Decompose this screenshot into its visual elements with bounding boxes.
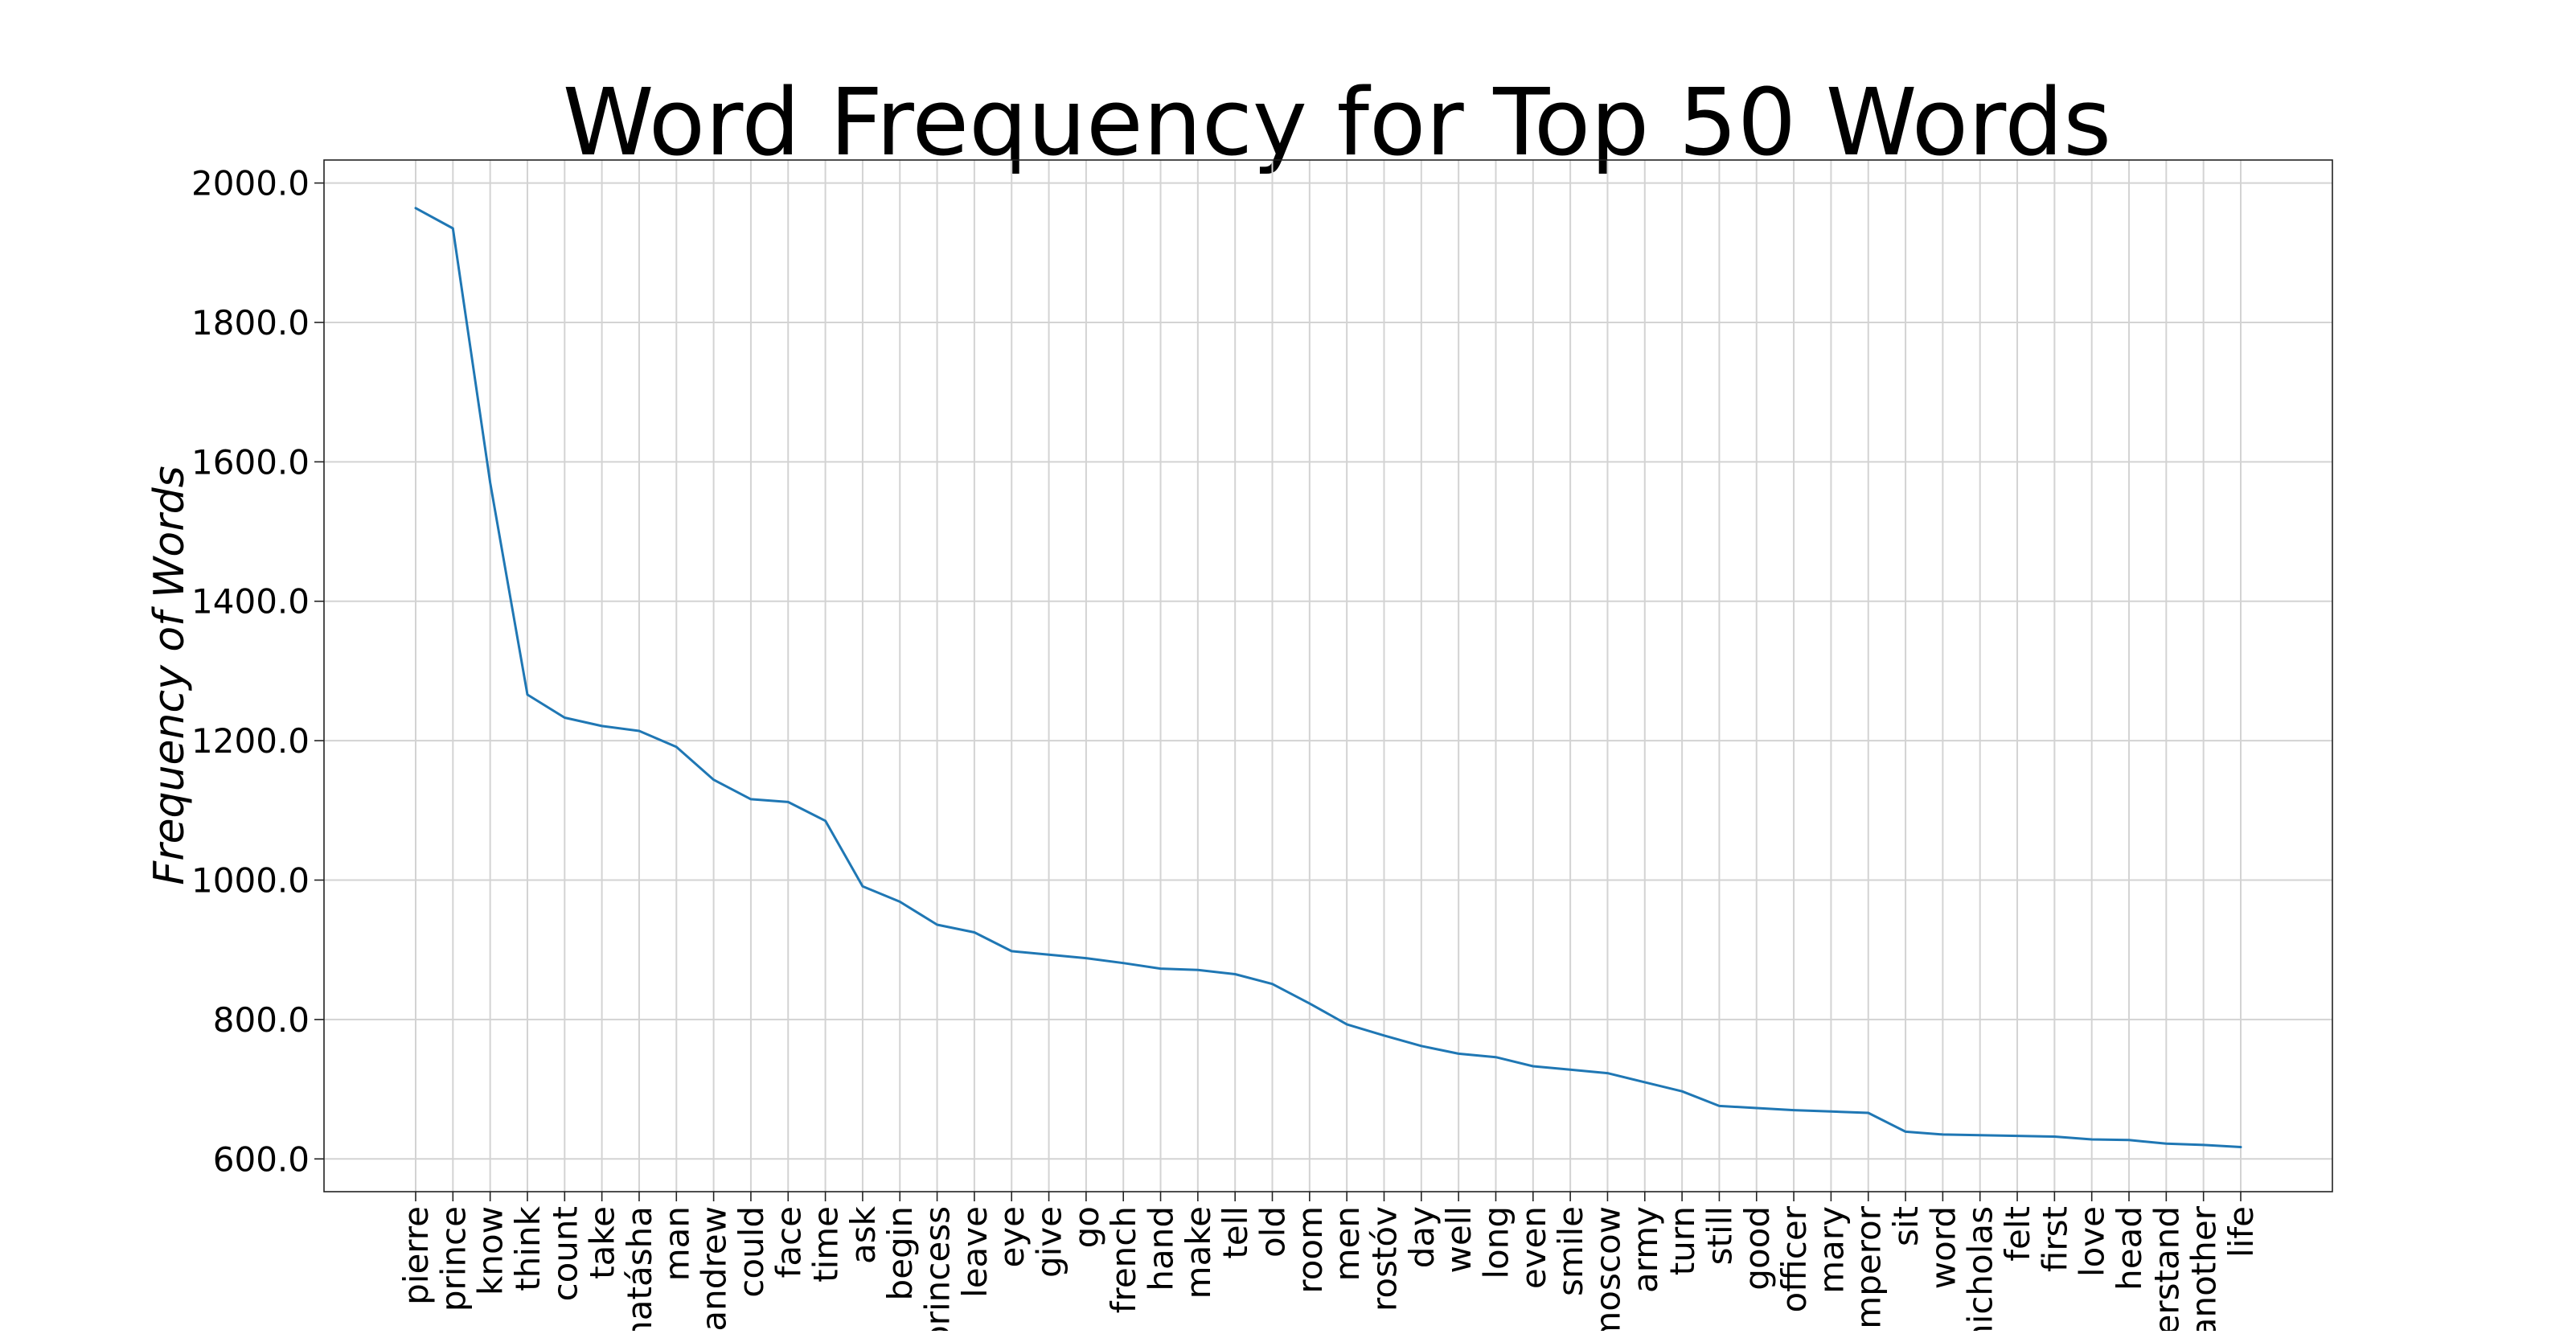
x-tick-label: count [545,1206,585,1302]
y-axis-label: Frequency of Words [146,466,194,885]
y-tick-label: 2000.0 [191,164,310,203]
x-tick-label: ask [843,1205,883,1264]
x-tick-label: leave [955,1206,995,1298]
y-tick-label: 800.0 [213,1000,310,1040]
x-tick-label: princess [918,1206,958,1331]
x-tick-label: room [1290,1206,1330,1294]
x-tick-label: eye [992,1206,1032,1268]
x-tick-label: old [1253,1206,1293,1258]
x-tick-label: natásha [620,1206,659,1331]
y-tick-label: 600.0 [213,1139,310,1179]
x-tick-label: moscow [1588,1206,1627,1331]
plot-area-frame [323,159,2333,1192]
x-tick-label: sit [1886,1206,1926,1246]
x-tick-label: hand [1142,1206,1181,1291]
x-tick-label: know [471,1206,511,1295]
x-tick-label: day [1402,1206,1442,1268]
x-tick-label: pierre [396,1206,436,1305]
x-tick-label: time [806,1206,846,1283]
x-tick-label: officer [1774,1205,1814,1312]
x-tick-label: nicholas [1961,1206,2000,1331]
x-tick-label: understand [2147,1206,2186,1331]
x-tick-label: face [769,1206,808,1278]
x-tick-label: love [2073,1206,2112,1277]
y-tick-label: 1000.0 [191,860,310,900]
x-tick-label: take [583,1206,622,1279]
x-tick-label: felt [1998,1206,2037,1262]
x-tick-label: long [1476,1206,1516,1279]
x-tick-label: mary [1811,1206,1851,1294]
x-tick-label: word [1923,1206,1963,1289]
x-tick-label: could [732,1206,771,1298]
x-tick-label: think [508,1205,548,1291]
x-tick-label: even [1514,1206,1553,1289]
x-tick-label: good [1737,1206,1777,1291]
y-tick-label: 1200.0 [191,721,310,761]
x-tick-label: smile [1551,1206,1590,1296]
x-tick-label: man [657,1206,696,1281]
y-axis-ticks: 600.0 800.0 1000.0 1200.0 1400.0 1600.0 1800.0… [191,164,324,1179]
x-tick-label: still [1700,1206,1739,1265]
x-tick-label: begin [880,1206,920,1300]
x-tick-label: make [1179,1206,1218,1299]
x-tick-label: rostóv [1364,1206,1404,1311]
x-tick-label: another [2184,1205,2224,1331]
x-tick-label: give [1030,1206,1069,1278]
x-tick-label: prince [433,1206,473,1311]
x-tick-label: army [1626,1206,1665,1293]
grid-lines [324,160,2332,1192]
x-tick-label: emperor [1849,1205,1889,1331]
series-line [414,207,2242,1148]
series-group [414,207,2242,1148]
x-tick-label: head [2110,1206,2149,1291]
y-tick-label: 1600.0 [191,442,310,482]
x-axis-ticks: pierreprinceknowthinkcounttakenatáshaman… [396,1192,2261,1334]
chart-title: Word Frequency for Top 50 Words [563,69,2111,177]
x-tick-label: well [1439,1206,1479,1274]
x-tick-label: go [1067,1206,1106,1248]
x-tick-label: life [2221,1206,2261,1258]
x-tick-label: men [1327,1206,1367,1281]
x-tick-label: turn [1663,1206,1702,1275]
x-tick-label: first [2035,1206,2074,1272]
x-tick-label: andrew [695,1206,734,1331]
y-tick-label: 1800.0 [191,303,310,343]
x-tick-label: tell [1216,1206,1255,1259]
x-tick-label: french [1104,1206,1143,1313]
y-tick-label: 1400.0 [191,582,310,622]
